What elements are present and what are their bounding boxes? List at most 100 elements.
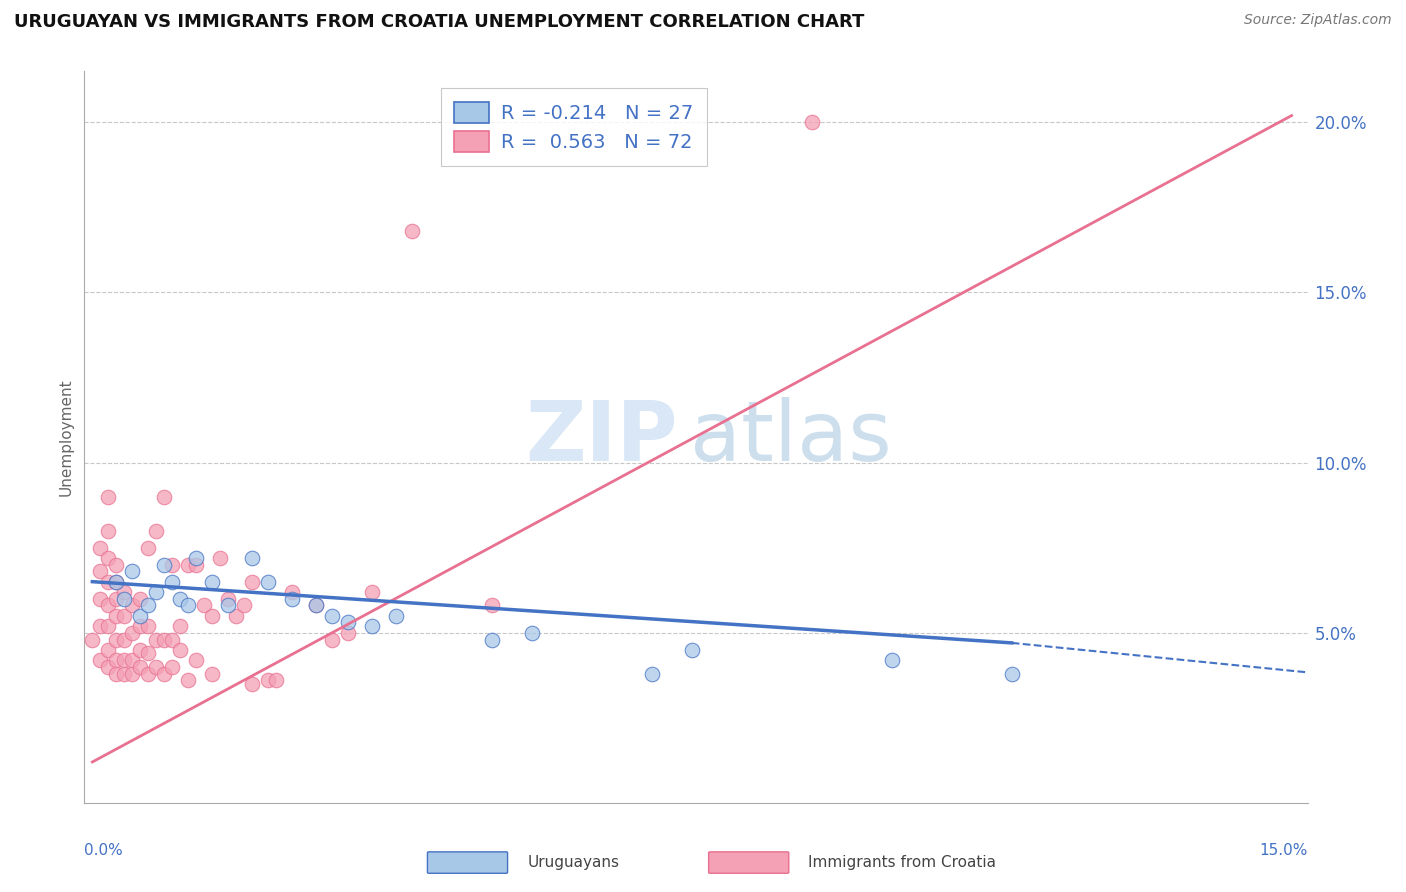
Point [129,619,152,633]
Point [257,673,280,688]
Point [112,585,135,599]
Point [321,608,343,623]
Point [321,632,343,647]
Point [240,574,263,589]
Point [177,599,200,613]
Point [97,619,120,633]
Point [481,599,503,613]
Point [121,666,143,681]
Point [105,574,128,589]
Point [145,659,167,673]
Point [177,558,200,572]
Point [97,659,120,673]
Point [89,565,111,579]
Point [681,642,703,657]
Point [97,550,120,565]
Point [162,574,184,589]
Point [129,608,152,623]
Point [337,625,360,640]
Point [201,608,224,623]
Point [89,653,111,667]
Point [89,591,111,606]
Point [281,591,304,606]
Point [240,677,263,691]
Y-axis label: Unemployment: Unemployment [58,378,73,496]
Point [129,659,152,673]
Point [240,550,263,565]
Point [105,591,128,606]
Point [145,632,167,647]
Point [305,599,328,613]
Point [145,524,167,538]
Point [193,599,215,613]
Legend: R = -0.214   N = 27, R =  0.563   N = 72: R = -0.214 N = 27, R = 0.563 N = 72 [440,88,707,166]
Point [136,599,159,613]
Point [136,541,159,555]
Point [153,558,176,572]
Point [209,550,232,565]
Point [385,608,408,623]
Point [121,625,143,640]
Point [1001,666,1024,681]
Point [121,565,143,579]
Point [337,615,360,630]
Point [361,585,384,599]
Point [121,599,143,613]
Point [641,666,664,681]
Point [217,591,239,606]
Point [177,673,200,688]
Point [112,653,135,667]
Point [89,541,111,555]
Point [153,632,176,647]
Point [186,653,208,667]
Point [136,646,159,660]
Point [281,585,304,599]
Point [162,659,184,673]
Point [82,632,104,647]
Point [105,574,128,589]
Point [186,558,208,572]
Point [112,632,135,647]
Point [112,666,135,681]
Point [186,550,208,565]
Point [217,599,239,613]
Point [169,642,191,657]
Point [145,585,167,599]
Point [97,524,120,538]
Point [162,632,184,647]
Point [225,608,247,623]
Text: ZIP: ZIP [524,397,678,477]
Point [153,666,176,681]
Point [105,608,128,623]
Point [880,653,903,667]
Point [89,619,111,633]
Point [136,619,159,633]
Point [105,632,128,647]
Point [520,625,543,640]
Point [201,666,224,681]
Point [97,490,120,504]
Point [153,490,176,504]
Point [105,653,128,667]
Text: 0.0%: 0.0% [84,843,124,858]
Text: URUGUAYAN VS IMMIGRANTS FROM CROATIA UNEMPLOYMENT CORRELATION CHART: URUGUAYAN VS IMMIGRANTS FROM CROATIA UNE… [14,13,865,31]
Point [105,666,128,681]
Point [112,608,135,623]
Point [121,653,143,667]
Point [97,642,120,657]
Text: Immigrants from Croatia: Immigrants from Croatia [808,855,997,870]
Point [361,619,384,633]
Point [169,619,191,633]
Text: 15.0%: 15.0% [1260,843,1308,858]
Point [112,591,135,606]
Point [305,599,328,613]
Point [800,115,823,129]
Point [233,599,256,613]
Text: Uruguayans: Uruguayans [527,855,619,870]
Point [481,632,503,647]
Point [257,574,280,589]
Point [136,666,159,681]
Point [162,558,184,572]
Point [129,642,152,657]
Point [401,224,423,238]
